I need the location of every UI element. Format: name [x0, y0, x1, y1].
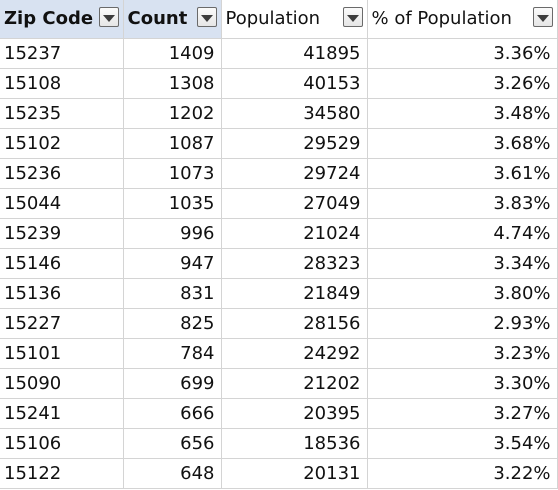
header-row: Zip Code Count Population % of Populatio…: [0, 0, 558, 39]
table-row: 15102 1087 29529 3.68%: [0, 128, 558, 159]
population-cell[interactable]: 20395: [221, 398, 368, 429]
filter-dropdown-button[interactable]: [196, 7, 217, 27]
percent-cell[interactable]: 3.48%: [367, 98, 558, 129]
table-row: 15146 947 28323 3.34%: [0, 248, 558, 279]
count-cell[interactable]: 825: [123, 308, 222, 339]
percent-cell[interactable]: 3.27%: [367, 398, 558, 429]
count-cell[interactable]: 666: [123, 398, 222, 429]
count-cell[interactable]: 699: [123, 368, 222, 399]
zip-code-cell[interactable]: 15108: [0, 68, 124, 99]
percent-cell[interactable]: 3.34%: [367, 248, 558, 279]
zip-code-cell[interactable]: 15235: [0, 98, 124, 129]
zip-code-cell[interactable]: 15106: [0, 428, 124, 459]
count-cell[interactable]: 1409: [123, 38, 222, 69]
column-header-population: Population: [221, 0, 368, 39]
population-cell[interactable]: 29724: [221, 158, 368, 189]
zip-code-cell[interactable]: 15227: [0, 308, 124, 339]
zip-code-cell[interactable]: 15122: [0, 458, 124, 489]
chevron-down-icon: [346, 14, 359, 22]
column-header-percent-of-population: % of Population: [367, 0, 558, 39]
table-row: 15236 1073 29724 3.61%: [0, 158, 558, 189]
table-row: 15239 996 21024 4.74%: [0, 218, 558, 249]
zip-code-cell[interactable]: 15239: [0, 218, 124, 249]
percent-cell[interactable]: 2.93%: [367, 308, 558, 339]
count-cell[interactable]: 656: [123, 428, 222, 459]
population-cell[interactable]: 24292: [221, 338, 368, 369]
percent-cell[interactable]: 3.83%: [367, 188, 558, 219]
zip-code-cell[interactable]: 15237: [0, 38, 124, 69]
population-cell[interactable]: 41895: [221, 38, 368, 69]
count-cell[interactable]: 1073: [123, 158, 222, 189]
filter-dropdown-button[interactable]: [342, 7, 363, 27]
count-cell[interactable]: 831: [123, 278, 222, 309]
population-cell[interactable]: 18536: [221, 428, 368, 459]
count-cell[interactable]: 1202: [123, 98, 222, 129]
zip-code-cell[interactable]: 15146: [0, 248, 124, 279]
table-row: 15108 1308 40153 3.26%: [0, 68, 558, 99]
column-header-zip-code: Zip Code: [0, 0, 124, 39]
chevron-down-icon: [102, 14, 115, 22]
column-header-count: Count: [123, 0, 222, 39]
percent-cell[interactable]: 3.26%: [367, 68, 558, 99]
count-cell[interactable]: 1035: [123, 188, 222, 219]
chevron-down-icon: [200, 14, 213, 22]
column-header-label: Population: [225, 7, 321, 29]
count-cell[interactable]: 648: [123, 458, 222, 489]
table-row: 15227 825 28156 2.93%: [0, 308, 558, 339]
count-cell[interactable]: 784: [123, 338, 222, 369]
percent-cell[interactable]: 3.36%: [367, 38, 558, 69]
filter-dropdown-button[interactable]: [98, 7, 119, 27]
table-row: 15237 1409 41895 3.36%: [0, 38, 558, 69]
count-cell[interactable]: 947: [123, 248, 222, 279]
population-cell[interactable]: 34580: [221, 98, 368, 129]
zip-code-cell[interactable]: 15136: [0, 278, 124, 309]
zip-code-cell[interactable]: 15236: [0, 158, 124, 189]
zip-code-cell[interactable]: 15044: [0, 188, 124, 219]
chevron-down-icon: [536, 14, 549, 22]
zip-code-cell[interactable]: 15090: [0, 368, 124, 399]
table-row: 15241 666 20395 3.27%: [0, 398, 558, 429]
table-row: 15136 831 21849 3.80%: [0, 278, 558, 309]
percent-cell[interactable]: 3.68%: [367, 128, 558, 159]
table-row: 15090 699 21202 3.30%: [0, 368, 558, 399]
count-cell[interactable]: 1087: [123, 128, 222, 159]
table-row: 15106 656 18536 3.54%: [0, 428, 558, 459]
filter-dropdown-button[interactable]: [532, 7, 553, 27]
column-header-label: % of Population: [371, 7, 512, 29]
zip-code-cell[interactable]: 15102: [0, 128, 124, 159]
population-cell[interactable]: 21024: [221, 218, 368, 249]
population-cell[interactable]: 29529: [221, 128, 368, 159]
column-header-label: Count: [127, 7, 188, 29]
population-cell[interactable]: 21202: [221, 368, 368, 399]
percent-cell[interactable]: 3.61%: [367, 158, 558, 189]
table-row: 15101 784 24292 3.23%: [0, 338, 558, 369]
table-row: 15235 1202 34580 3.48%: [0, 98, 558, 129]
population-cell[interactable]: 40153: [221, 68, 368, 99]
percent-cell[interactable]: 4.74%: [367, 218, 558, 249]
percent-cell[interactable]: 3.54%: [367, 428, 558, 459]
population-cell[interactable]: 28156: [221, 308, 368, 339]
population-cell[interactable]: 27049: [221, 188, 368, 219]
zip-code-cell[interactable]: 15241: [0, 398, 124, 429]
table-row: 15044 1035 27049 3.83%: [0, 188, 558, 219]
column-header-label: Zip Code: [4, 7, 94, 29]
population-cell[interactable]: 21849: [221, 278, 368, 309]
percent-cell[interactable]: 3.22%: [367, 458, 558, 489]
population-cell[interactable]: 28323: [221, 248, 368, 279]
count-cell[interactable]: 1308: [123, 68, 222, 99]
percent-cell[interactable]: 3.30%: [367, 368, 558, 399]
population-cell[interactable]: 20131: [221, 458, 368, 489]
count-cell[interactable]: 996: [123, 218, 222, 249]
percent-cell[interactable]: 3.23%: [367, 338, 558, 369]
zip-code-cell[interactable]: 15101: [0, 338, 124, 369]
percent-cell[interactable]: 3.80%: [367, 278, 558, 309]
table-row: 15122 648 20131 3.22%: [0, 458, 558, 489]
